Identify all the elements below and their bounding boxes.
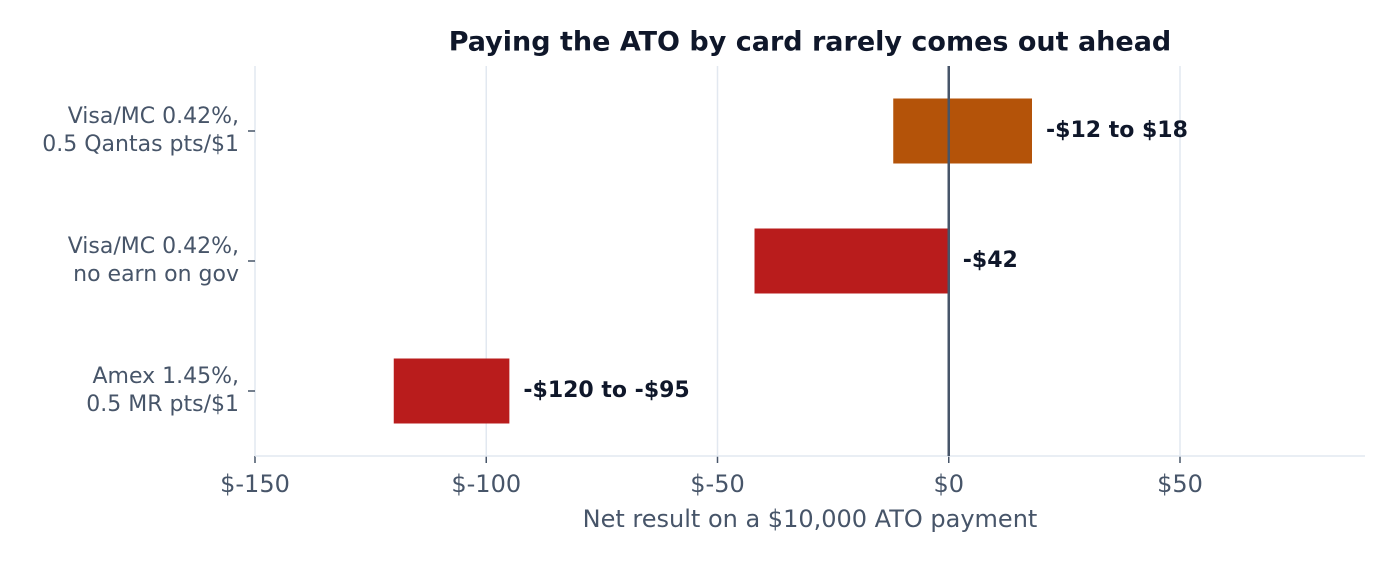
bar [393, 358, 510, 424]
bar [893, 98, 1032, 164]
x-tick-label: $0 [933, 470, 964, 498]
x-tick-label: $50 [1157, 470, 1203, 498]
x-tick-label: $-150 [220, 470, 290, 498]
bar [754, 228, 949, 294]
y-tick-label: Visa/MC 0.42%, 0.5 Qantas pts/$1 [42, 104, 239, 157]
y-tick-label-line: 0.5 Qantas pts/$1 [42, 132, 239, 157]
value-label: -$120 to -$95 [523, 378, 689, 403]
y-tick-label-line: Visa/MC 0.42%, [68, 234, 239, 259]
y-tick-label: Visa/MC 0.42%, no earn on gov [68, 234, 239, 287]
y-tick-label-line: no earn on gov [73, 262, 239, 287]
value-label: -$42 [963, 248, 1018, 273]
chart-title: Paying the ATO by card rarely comes out … [449, 27, 1172, 58]
x-axis-label: Net result on a $10,000 ATO payment [583, 505, 1038, 533]
y-tick-label-line: 0.5 MR pts/$1 [86, 392, 239, 417]
x-tick-label: $-50 [690, 470, 744, 498]
x-tick-label: $-100 [451, 470, 521, 498]
y-tick-label-line: Visa/MC 0.42%, [68, 104, 239, 129]
y-tick-label: Amex 1.45%, 0.5 MR pts/$1 [86, 364, 239, 417]
value-label: -$12 to $18 [1046, 118, 1188, 143]
y-tick-label-line: Amex 1.45%, [92, 364, 239, 389]
